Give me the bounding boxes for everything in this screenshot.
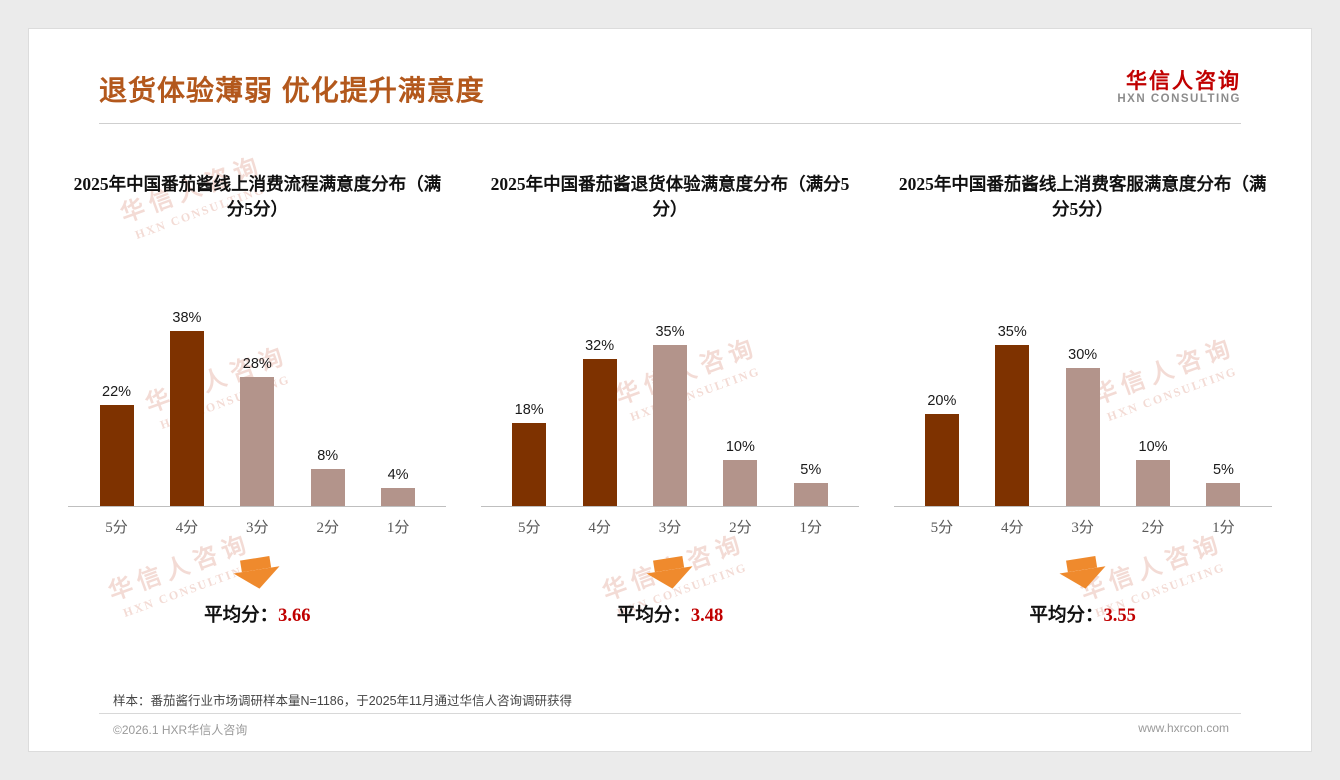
bar-value-label: 35% <box>655 324 685 340</box>
bar-value-label: 38% <box>172 310 202 326</box>
bar <box>723 460 758 506</box>
bar-value-label: 32% <box>585 338 615 354</box>
x-axis <box>893 506 1272 507</box>
bar-group: 5% <box>1188 462 1258 506</box>
bar-plot: 20% 35% 30% 10% 5% <box>907 254 1259 506</box>
bar-value-label: 28% <box>242 356 272 372</box>
x-axis-labels: 5分 4分 3分 2分 1分 <box>81 507 433 537</box>
copyright: ©2026.1 HXR华信人咨询 <box>113 723 248 737</box>
bar-group: 32% <box>564 338 634 506</box>
bar-value-label: 4% <box>387 467 409 483</box>
x-tick-label: 5分 <box>930 520 954 536</box>
bar <box>169 331 204 506</box>
charts-row: 2025年中国番茄酱线上消费流程满意度分布（满分5分） 22% 38% 28% … <box>29 168 1311 627</box>
average-label: 平均分： <box>1029 606 1104 626</box>
bar <box>99 405 134 506</box>
average-label: 平均分： <box>616 606 691 626</box>
bar-group: 28% <box>222 356 292 506</box>
bar-group: 10% <box>705 439 775 506</box>
x-tick-label: 2分 <box>1141 520 1165 536</box>
average-value: 3.66 <box>278 606 311 626</box>
average-score: 平均分：3.55 <box>880 601 1285 627</box>
bar-group: 20% <box>907 393 977 506</box>
sample-footnote: 样本：番茄酱行业市场调研样本量N=1186，于2025年11月通过华信人咨询调研… <box>113 694 572 708</box>
bar <box>793 483 828 506</box>
bar-group: 35% <box>977 324 1047 506</box>
x-axis <box>68 506 447 507</box>
bar-value-label: 22% <box>102 384 132 400</box>
bar <box>240 377 275 506</box>
bar-group: 22% <box>81 384 151 506</box>
website-url: www.hxrcon.com <box>1138 721 1229 735</box>
x-tick-label: 2分 <box>316 520 339 536</box>
down-arrow-icon <box>55 555 460 591</box>
bar-group: 5% <box>776 462 846 506</box>
x-tick-label: 5分 <box>105 520 128 536</box>
bar <box>512 423 547 506</box>
bar-value-label: 10% <box>1138 439 1168 455</box>
bar-group: 30% <box>1047 347 1117 506</box>
footer-divider <box>99 713 1241 714</box>
x-tick-label: 5分 <box>517 520 541 536</box>
average-label: 平均分： <box>204 606 279 626</box>
x-tick-label: 3分 <box>246 520 269 536</box>
bar <box>995 345 1030 506</box>
bar-value-label: 5% <box>1212 462 1234 478</box>
bar-value-label: 8% <box>317 448 339 464</box>
bar-group: 35% <box>635 324 705 506</box>
chart-title: 2025年中国番茄酱退货体验满意度分布（满分5分） <box>490 174 850 220</box>
bar-group: 4% <box>363 467 433 506</box>
slide: 华信人咨询 HXN CONSULTING 华信人咨询 HXN CONSULTING … <box>28 28 1312 752</box>
bar-group: 38% <box>152 310 222 506</box>
chart-process-satisfaction: 2025年中国番茄酱线上消费流程满意度分布（满分5分） 22% 38% 28% … <box>55 168 460 627</box>
bar-value-label: 18% <box>514 402 544 418</box>
x-tick-label: 1分 <box>1212 520 1235 536</box>
bar-group: 8% <box>293 448 363 506</box>
company-logo: 华信人咨询 HXN CONSULTING <box>1117 69 1241 106</box>
bar <box>1065 368 1100 506</box>
bar <box>1136 460 1171 506</box>
logo-en: HXN CONSULTING <box>1117 93 1241 106</box>
bar <box>582 359 617 506</box>
x-tick-label: 4分 <box>588 520 611 536</box>
chart-title: 2025年中国番茄酱线上消费流程满意度分布（满分5分） <box>73 174 442 220</box>
bar-value-label: 10% <box>725 439 755 455</box>
bar <box>652 345 687 506</box>
x-tick-label: 4分 <box>1001 520 1024 536</box>
x-tick-label: 1分 <box>386 520 410 536</box>
down-arrow-icon <box>468 555 873 591</box>
average-value: 3.48 <box>690 606 724 626</box>
bar-value-label: 20% <box>927 393 957 409</box>
chart-service-satisfaction: 2025年中国番茄酱线上消费客服满意度分布（满分5分） 20% 35% 30% … <box>880 168 1285 627</box>
title-divider <box>99 123 1241 124</box>
bar <box>381 488 416 506</box>
bar-value-label: 30% <box>1068 347 1098 363</box>
header: 退货体验薄弱 优化提升满意度 华信人咨询 HXN CONSULTING <box>29 29 1311 109</box>
bar-value-label: 35% <box>997 324 1027 340</box>
page-title: 退货体验薄弱 优化提升满意度 <box>99 75 485 106</box>
bar <box>924 414 959 506</box>
bar-plot: 22% 38% 28% 8% 4% <box>81 254 433 506</box>
bar-plot: 18% 32% 35% 10% 5% <box>494 254 846 506</box>
average-score: 平均分：3.66 <box>55 601 460 627</box>
average-value: 3.55 <box>1103 606 1136 626</box>
x-axis-labels: 5分 4分 3分 2分 1分 <box>494 507 846 537</box>
bar-group: 10% <box>1118 439 1188 506</box>
x-axis <box>481 506 859 507</box>
chart-return-satisfaction: 2025年中国番茄酱退货体验满意度分布（满分5分） 18% 32% 35% 10… <box>468 168 873 627</box>
x-axis-labels: 5分 4分 3分 2分 1分 <box>907 507 1259 537</box>
chart-title: 2025年中国番茄酱线上消费客服满意度分布（满分5分） <box>898 174 1267 220</box>
bar <box>1206 483 1241 506</box>
bar <box>310 469 345 506</box>
bar-group: 18% <box>494 402 564 506</box>
x-tick-label: 2分 <box>729 520 752 536</box>
x-tick-label: 3分 <box>658 520 682 536</box>
x-tick-label: 3分 <box>1071 520 1094 536</box>
average-score: 平均分：3.48 <box>468 601 873 627</box>
down-arrow-icon <box>880 555 1285 591</box>
logo-cn: 华信人咨询 <box>1126 69 1241 93</box>
bar-value-label: 5% <box>800 462 822 478</box>
x-tick-label: 4分 <box>175 520 199 536</box>
x-tick-label: 1分 <box>799 520 823 536</box>
